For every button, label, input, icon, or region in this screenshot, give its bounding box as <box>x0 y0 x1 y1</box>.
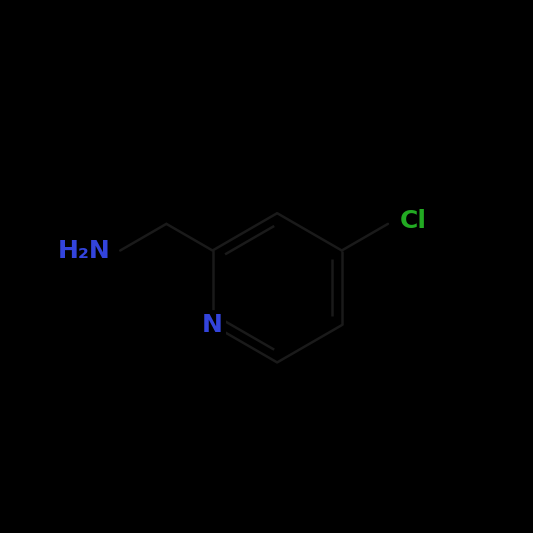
Text: Cl: Cl <box>400 209 427 233</box>
Text: N: N <box>202 313 223 337</box>
Text: H₂N: H₂N <box>58 238 111 263</box>
